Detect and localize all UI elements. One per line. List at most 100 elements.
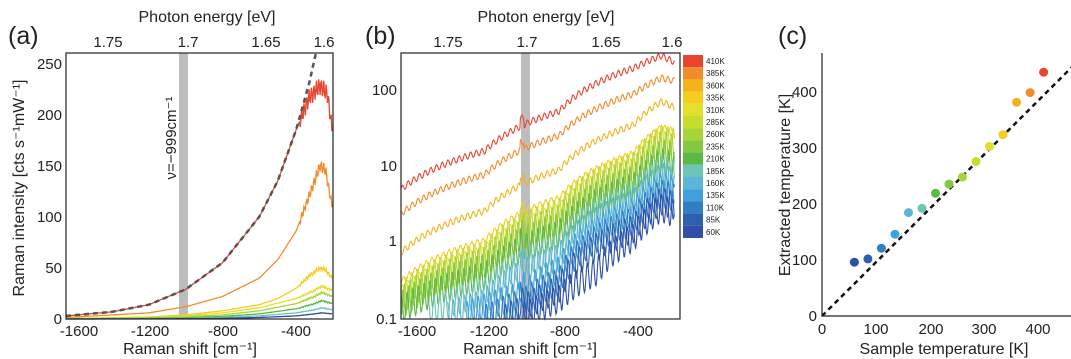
panel-a-top-axis-label: Photon energy [eV] <box>139 9 276 26</box>
panel-a-shift-marker <box>179 53 188 319</box>
panel-b-series-line-0 <box>400 53 675 190</box>
tick-label: -1200 <box>131 323 169 340</box>
panel-b-shift-marker <box>521 53 530 319</box>
legend-label-110K: 110K <box>706 203 725 212</box>
panel-c-letter: (c) <box>778 22 807 50</box>
legend-label-285K: 285K <box>706 118 725 127</box>
panel-b-y-ticks: 0.1 1 10 100 <box>372 82 397 328</box>
panel-c-point-6 <box>931 188 940 198</box>
panel-a-fit-line <box>65 52 318 318</box>
panel-a: (a) Photon energy [eV] Raman shift [cm⁻¹… <box>8 9 334 358</box>
panel-a-y-axis-label: Raman intensity [cts s⁻¹mW⁻¹] <box>11 80 28 297</box>
legend-label-85K: 85K <box>706 216 721 225</box>
tick-label: -1600 <box>398 323 436 340</box>
legend-swatch-110K <box>683 201 703 214</box>
legend-label-360K: 360K <box>706 81 725 90</box>
tick-label: -800 <box>550 323 580 340</box>
legend-swatch-85K <box>683 213 703 226</box>
panel-a-annotation: ν=−999cm⁻¹ <box>163 97 180 180</box>
panel-c-x-axis-label: Sample temperature [K] <box>860 341 1029 358</box>
legend-swatch-285K <box>683 116 703 129</box>
legend-swatch-410K <box>683 55 703 68</box>
tick-label: 1.65 <box>251 34 280 51</box>
panel-a-x-axis-label: Raman shift [cm⁻¹] <box>123 341 257 358</box>
legend-label-135K: 135K <box>706 191 725 200</box>
panel-b-series-line-14 <box>521 194 675 321</box>
tick-label: 50 <box>45 260 62 277</box>
panel-c-point-4 <box>904 208 913 218</box>
panel-c-point-7 <box>944 179 954 189</box>
tick-label: 0 <box>54 311 62 328</box>
legend-swatch-210K <box>683 152 703 165</box>
panel-b-colorbar-legend: 410K 385K 360K 335K 310K 285K 260K 235K 210K 185K… <box>683 55 725 238</box>
legend-swatch-335K <box>683 91 703 104</box>
panel-c-axes <box>821 53 1071 317</box>
tick-label: 1 <box>389 233 397 250</box>
tick-label: 0.1 <box>376 311 397 328</box>
panel-c-point-3 <box>890 229 900 239</box>
panel-a-series-line-1 <box>65 160 333 319</box>
panel-b-series-line-2 <box>400 97 675 256</box>
panel-b-top-ticks: 1.75 1.7 1.65 1.6 <box>433 34 682 51</box>
panel-c-point-10 <box>985 141 994 151</box>
tick-label: -800 <box>208 323 238 340</box>
tick-label: -400 <box>623 323 653 340</box>
tick-label: 1.7 <box>517 34 538 51</box>
tick-label: 200 <box>918 321 943 338</box>
legend-swatch-310K <box>683 103 703 116</box>
tick-label: 1.65 <box>591 34 620 51</box>
panel-b-letter: (b) <box>365 22 396 50</box>
panel-b-frame <box>400 52 681 320</box>
tick-label: 100 <box>863 321 888 338</box>
panel-b-top-axis-label: Photon energy [eV] <box>478 9 615 26</box>
tick-label: 10 <box>380 158 397 175</box>
panel-c-x-ticks: 0 100 200 300 400 <box>818 321 1051 338</box>
tick-label: 200 <box>37 107 62 124</box>
tick-label: -1600 <box>60 323 98 340</box>
panel-c-y-axis-label: Extracted temperature [K] <box>777 94 794 276</box>
panel-b-x-axis-label: Raman shift [cm⁻¹] <box>463 341 597 358</box>
legend-label-60K: 60K <box>706 228 721 237</box>
tick-label: 100 <box>372 82 397 99</box>
panel-c-point-1 <box>863 254 873 264</box>
legend-swatch-135K <box>683 189 703 202</box>
legend-label-410K: 410K <box>706 57 725 66</box>
tick-label: 100 <box>37 209 62 226</box>
panel-c-point-14 <box>1039 67 1049 77</box>
panel-c-point-12 <box>1012 97 1022 107</box>
tick-label: 150 <box>37 158 62 175</box>
legend-label-335K: 335K <box>706 94 725 103</box>
panel-c-point-9 <box>971 157 981 166</box>
legend-swatch-235K <box>683 140 703 153</box>
panel-b-series-line-5 <box>400 124 675 308</box>
legend-label-235K: 235K <box>706 142 725 151</box>
tick-label: 300 <box>971 321 996 338</box>
panel-b-curves <box>400 53 675 321</box>
legend-swatch-185K <box>683 164 703 177</box>
tick-label: 400 <box>792 84 817 101</box>
panel-a-y-ticks: 0 50 100 150 200 250 <box>37 56 62 328</box>
legend-label-385K: 385K <box>706 69 725 78</box>
panel-c-point-8 <box>958 172 967 182</box>
panel-b-bottom-ticks: -1600 -1200 -800 -400 <box>398 323 653 340</box>
panel-c: (c) Sample temperature [K] Extracted tem… <box>777 22 1071 358</box>
legend-swatch-360K <box>683 79 703 92</box>
legend-swatch-260K <box>683 128 703 141</box>
panel-b-series-line-8 <box>400 147 675 320</box>
panel-b: (b) Photon energy [eV] Raman shift [cm⁻¹… <box>365 9 725 358</box>
panel-c-y-ticks: 0 100 200 300 400 <box>792 84 817 325</box>
legend-swatch-160K <box>683 177 703 190</box>
panel-c-point-0 <box>849 257 859 267</box>
panel-c-point-2 <box>876 243 886 253</box>
panel-a-series-line-2 <box>66 264 333 320</box>
tick-label: 1.7 <box>178 34 199 51</box>
panel-b-series-line-9 <box>428 154 675 320</box>
legend-swatch-60K <box>683 225 703 238</box>
tick-label: 1.6 <box>662 34 683 51</box>
panel-c-point-13 <box>1025 88 1035 98</box>
panel-b-series-line-7 <box>400 139 675 317</box>
tick-label: 300 <box>792 140 817 157</box>
tick-label: 100 <box>792 252 817 269</box>
legend-label-210K: 210K <box>706 155 725 164</box>
